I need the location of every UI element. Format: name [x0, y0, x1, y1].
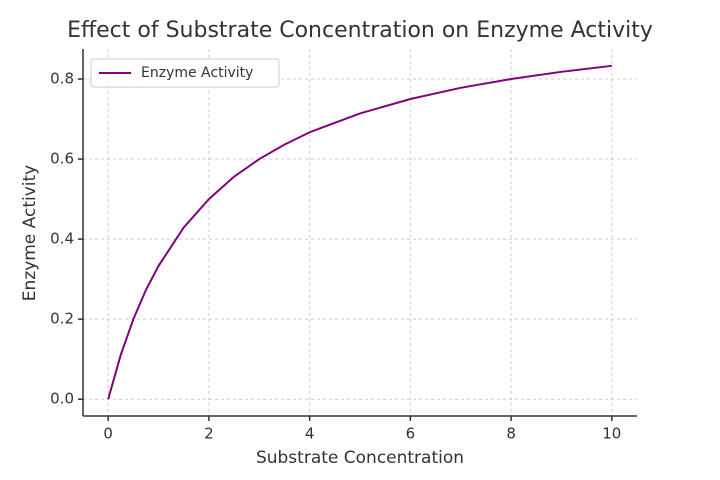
y-tick-label: 0.4 — [50, 230, 74, 248]
x-tick-label: 4 — [305, 425, 315, 443]
x-tick-label: 6 — [406, 425, 416, 443]
y-tick-label: 0.0 — [50, 390, 74, 408]
x-tick-label: 2 — [204, 425, 214, 443]
legend-label: Enzyme Activity — [141, 65, 253, 81]
y-tick-label: 0.2 — [50, 310, 74, 328]
chart-title: Effect of Substrate Concentration on Enz… — [67, 18, 653, 43]
x-axis-label: Substrate Concentration — [256, 448, 464, 468]
data-line — [107, 64, 612, 400]
y-tick-label: 0.8 — [50, 70, 74, 88]
x-tick-label: 10 — [602, 425, 621, 443]
x-tick-label: 0 — [103, 425, 113, 443]
y-axis-label: Enzyme Activity — [20, 165, 40, 302]
y-tick-label: 0.6 — [50, 150, 74, 168]
legend-box — [90, 58, 280, 88]
x-tick-label: 8 — [506, 425, 516, 443]
